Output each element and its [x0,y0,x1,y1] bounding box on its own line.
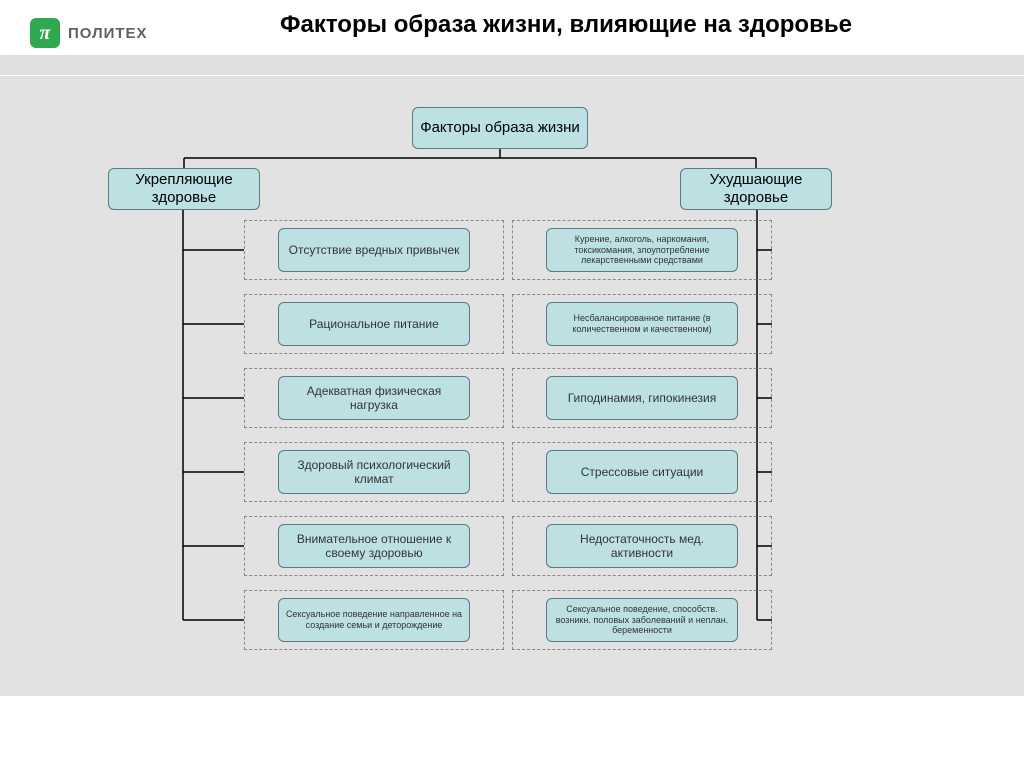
root-node: Факторы образа жизни [412,107,588,149]
leaf-right-0: Курение, алкоголь, наркомания, токсикома… [546,228,738,272]
page-title: Факторы образа жизни, влияющие на здоров… [280,10,880,40]
brand-text: ПОЛИТЕХ [68,25,148,42]
leaf-left-0: Отсутствие вредных привычек [278,228,470,272]
leaf-right-3: Стрессовые ситуации [546,450,738,494]
category-right: Ухудшающие здоровье [680,168,832,210]
brand-logo: π ПОЛИТЕХ [30,18,148,48]
leaf-right-5: Сексуальное поведение, способств. возник… [546,598,738,642]
leaf-left-4: Внимательное отношение к своему здоровью [278,524,470,568]
header-bar [0,55,1024,75]
leaf-right-4: Недостаточность мед. активности [546,524,738,568]
leaf-left-3: Здоровый психологический климат [278,450,470,494]
pi-icon: π [30,18,60,48]
leaf-right-2: Гиподинамия, гипокинезия [546,376,738,420]
category-left: Укрепляющие здоровье [108,168,260,210]
leaf-left-1: Рациональное питание [278,302,470,346]
leaf-right-1: Несбалансированное питание (в количестве… [546,302,738,346]
leaf-left-5: Сексуальное поведение направленное на со… [278,598,470,642]
leaf-left-2: Адекватная физическая нагрузка [278,376,470,420]
